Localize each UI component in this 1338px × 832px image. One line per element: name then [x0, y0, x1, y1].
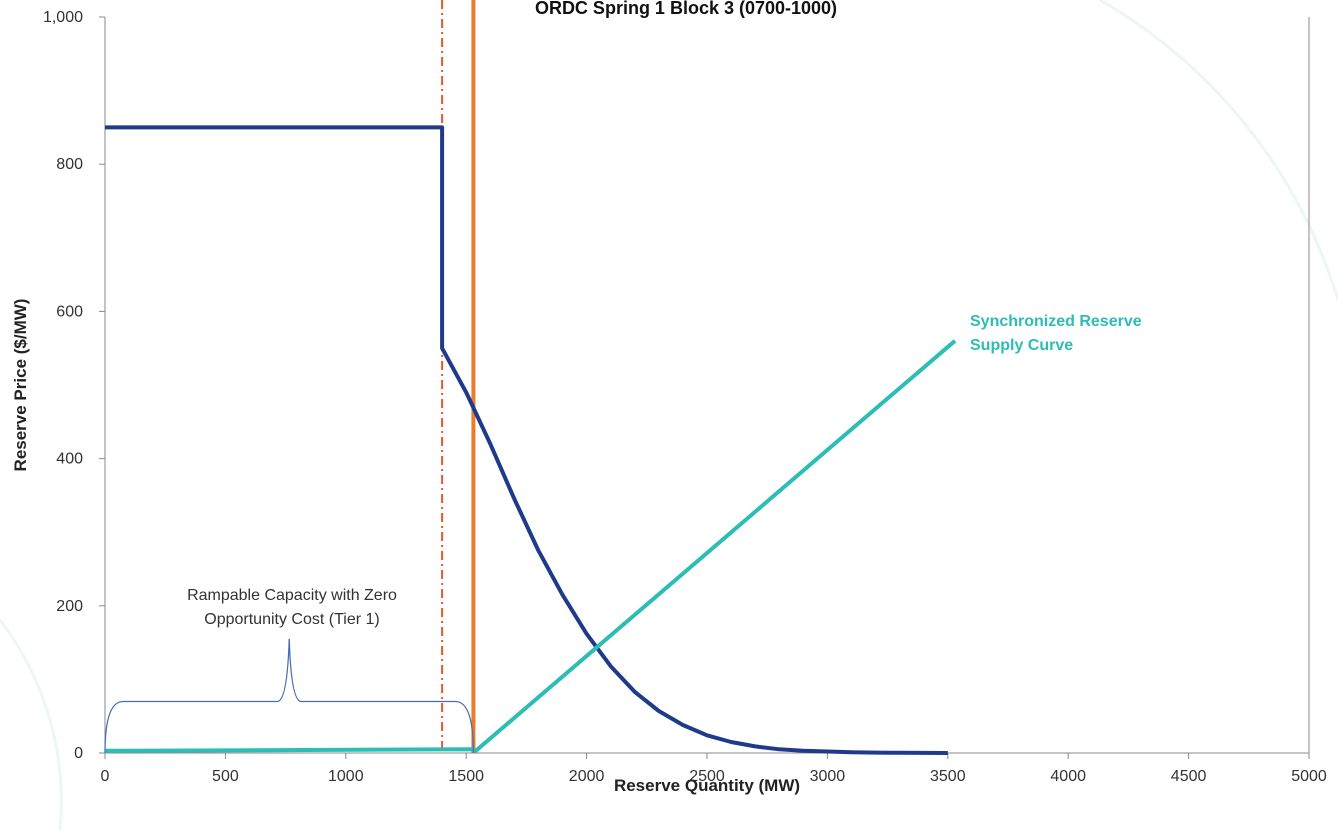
x-tick-label: 0	[101, 768, 110, 785]
y-tick-label: 0	[74, 745, 83, 762]
reference-lines	[441, 0, 476, 753]
chart-title: ORDC Spring 1 Block 3 (0700-1000)	[535, 0, 837, 18]
y-axis-title: Reserve Price ($/MW)	[11, 299, 30, 472]
y-tick-label: 1,000	[43, 9, 83, 26]
x-tick-label: 3500	[930, 768, 966, 785]
x-tick-label: 1000	[328, 768, 364, 785]
x-tick-label: 4000	[1050, 768, 1086, 785]
y-tick-label: 200	[56, 598, 83, 615]
y-tick-label: 800	[56, 156, 83, 173]
y-tick-group: 0 200 400 600 800 1,000	[43, 9, 105, 762]
ordc-demand-curve-line	[105, 125, 948, 755]
curly-bracket	[104, 638, 475, 754]
x-axis-title: Reserve Quantity (MW)	[614, 776, 800, 795]
synchronized-reserve-supply-curve-line	[104, 339, 957, 753]
supply-curve-label-line-2: Supply Curve	[970, 337, 1073, 354]
x-tick-label: 5000	[1291, 768, 1327, 785]
tier1-bracket	[104, 638, 475, 754]
x-tick-label: 2500	[689, 768, 725, 785]
annotation-line-1: Rampable Capacity with Zero	[187, 587, 397, 604]
y-tick-label: 600	[56, 303, 83, 320]
y-tick-label: 400	[56, 451, 83, 468]
annotation-line-2: Opportunity Cost (Tier 1)	[204, 611, 379, 628]
x-tick-label: 1500	[448, 768, 484, 785]
x-tick-label: 2000	[569, 768, 605, 785]
x-tick-group: 0 500 1000 1500 2000 2500 3000 3500 4000 4500 5000	[101, 753, 1327, 785]
x-tick-label: 3000	[810, 768, 846, 785]
x-tick-label: 4500	[1171, 768, 1207, 785]
series-group	[104, 125, 957, 755]
x-tick-label: 500	[212, 768, 239, 785]
supply-curve-label-line-1: Synchronized Reserve	[970, 313, 1142, 330]
